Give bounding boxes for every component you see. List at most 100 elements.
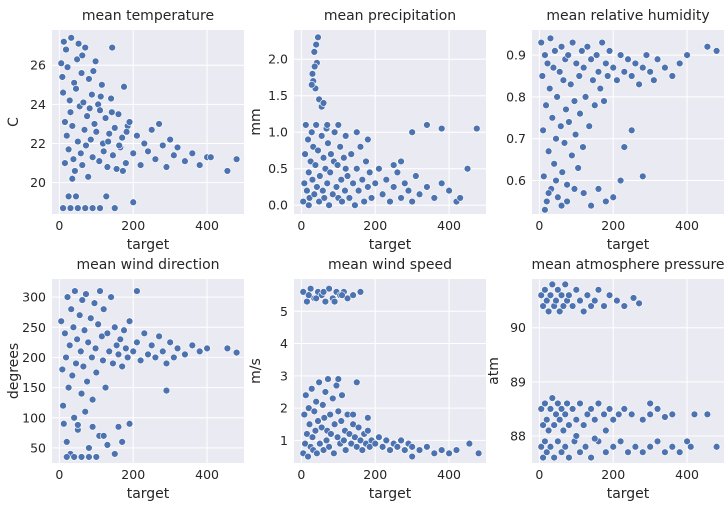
x-tick-label: 0 bbox=[297, 218, 305, 233]
data-point bbox=[329, 394, 337, 403]
data-point bbox=[151, 353, 160, 362]
data-point bbox=[59, 401, 67, 410]
data-point bbox=[600, 302, 608, 310]
data-point bbox=[79, 362, 88, 371]
x-axis-label: target bbox=[127, 486, 170, 502]
data-point bbox=[627, 126, 636, 135]
data-point bbox=[576, 109, 584, 118]
data-point bbox=[541, 437, 549, 446]
data-point bbox=[620, 405, 629, 413]
data-point bbox=[101, 114, 110, 122]
data-point bbox=[62, 45, 70, 54]
data-point bbox=[159, 347, 167, 356]
data-point bbox=[92, 453, 101, 461]
data-point bbox=[73, 55, 81, 64]
data-point bbox=[72, 85, 80, 93]
data-point bbox=[375, 433, 383, 441]
data-point bbox=[594, 185, 603, 193]
data-point bbox=[452, 446, 461, 454]
data-point bbox=[90, 120, 99, 128]
data-point bbox=[561, 443, 569, 451]
data-point bbox=[343, 172, 352, 180]
data-point bbox=[300, 179, 309, 188]
data-point bbox=[80, 326, 89, 334]
data-point bbox=[602, 59, 610, 68]
data-point bbox=[321, 388, 330, 396]
data-point bbox=[358, 175, 367, 184]
data-point bbox=[316, 172, 324, 180]
data-point bbox=[95, 157, 103, 165]
data-point bbox=[326, 168, 334, 177]
data-point bbox=[311, 161, 320, 169]
data-point bbox=[301, 439, 309, 448]
data-point bbox=[583, 43, 592, 51]
data-point bbox=[74, 137, 82, 146]
subplot-2: 0 200 400 0.0 0.5 1.0 1.5 2.0 mean precipitation… bbox=[248, 8, 486, 253]
data-point bbox=[188, 149, 197, 158]
data-point bbox=[129, 347, 137, 356]
data-point bbox=[389, 183, 398, 191]
data-point bbox=[341, 186, 349, 195]
data-point bbox=[321, 297, 330, 306]
data-point bbox=[540, 172, 548, 181]
data-point bbox=[203, 344, 211, 353]
data-point bbox=[437, 179, 446, 188]
data-point bbox=[408, 197, 416, 206]
data-point bbox=[316, 439, 324, 448]
data-point bbox=[631, 59, 640, 68]
data-point bbox=[173, 344, 182, 353]
data-point bbox=[668, 443, 677, 451]
data-point bbox=[84, 338, 92, 347]
data-point bbox=[594, 286, 603, 294]
data-point bbox=[133, 287, 141, 295]
data-point bbox=[155, 332, 163, 341]
data-point bbox=[557, 122, 565, 130]
data-point bbox=[579, 63, 588, 72]
data-point bbox=[87, 314, 95, 322]
y-tick-label: 3 bbox=[280, 368, 288, 383]
data-point bbox=[303, 430, 311, 438]
data-point bbox=[456, 194, 464, 202]
data-point bbox=[552, 176, 560, 185]
data-point bbox=[624, 55, 632, 63]
x-tick-label: 400 bbox=[675, 467, 699, 482]
data-point bbox=[60, 38, 68, 46]
data-point bbox=[103, 441, 112, 449]
data-point bbox=[690, 410, 699, 418]
data-point bbox=[88, 423, 97, 431]
data-point bbox=[162, 386, 171, 395]
data-point bbox=[306, 284, 315, 293]
data-point bbox=[71, 167, 79, 175]
y-tick-label: 89 bbox=[510, 374, 526, 389]
data-point bbox=[703, 43, 712, 51]
data-point bbox=[546, 34, 555, 43]
data-point bbox=[554, 286, 562, 294]
data-point bbox=[646, 443, 654, 451]
data-point bbox=[314, 417, 322, 425]
data-point bbox=[77, 453, 86, 461]
data-point bbox=[473, 124, 481, 133]
data-point bbox=[162, 359, 171, 368]
data-point bbox=[585, 122, 593, 130]
data-point bbox=[317, 132, 326, 140]
data-point bbox=[594, 399, 603, 408]
data-point bbox=[579, 143, 587, 151]
data-point bbox=[661, 448, 669, 456]
data-point bbox=[319, 288, 328, 296]
data-point bbox=[341, 446, 350, 454]
y-tick-label: 22 bbox=[30, 136, 46, 151]
data-point bbox=[661, 63, 669, 72]
data-point bbox=[323, 179, 331, 188]
data-point bbox=[129, 149, 137, 158]
data-point bbox=[89, 67, 98, 75]
data-point bbox=[317, 423, 326, 432]
data-point bbox=[66, 108, 75, 116]
data-point bbox=[572, 432, 581, 440]
data-point bbox=[548, 114, 557, 122]
data-point bbox=[98, 81, 106, 89]
data-point bbox=[77, 347, 85, 356]
data-point bbox=[77, 389, 86, 398]
data-point bbox=[538, 72, 547, 80]
data-point bbox=[587, 55, 595, 63]
data-point bbox=[609, 443, 617, 451]
